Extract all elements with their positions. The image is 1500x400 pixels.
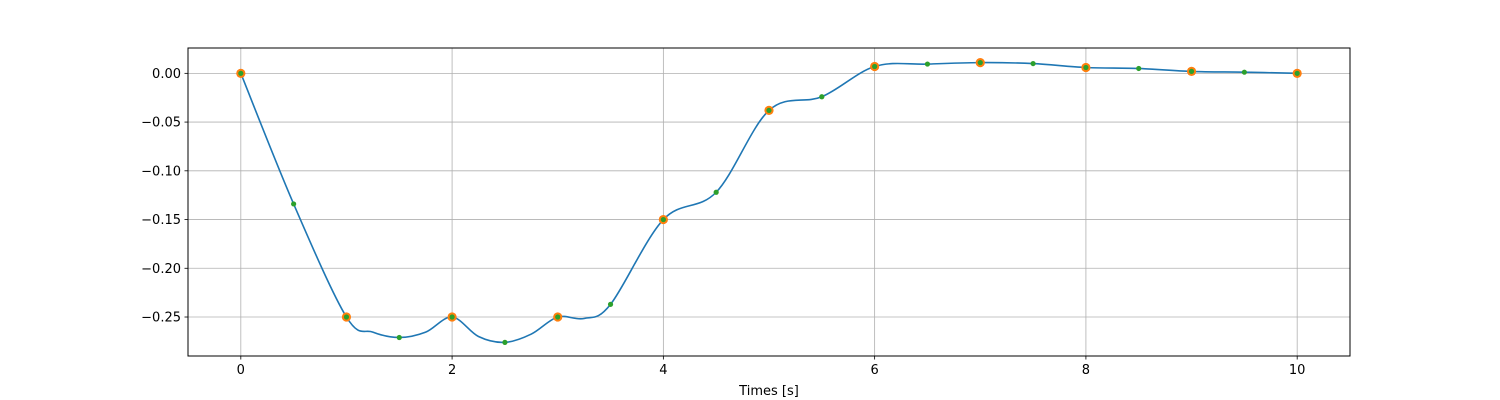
sample-point [924,61,931,67]
series-layer [236,58,1302,345]
y-tick-label: −0.25 [141,311,181,326]
sample-point [1136,65,1142,72]
series-line [240,61,1298,344]
x-tick-label: 6 [870,363,878,378]
sample-point [1294,70,1300,76]
sample-point [449,314,455,320]
y-tick-label: −0.15 [141,213,181,228]
sample-point [238,70,244,76]
y-tick-label: −0.10 [141,164,181,179]
sample-point [1188,68,1195,74]
grid [188,48,1350,356]
y-tick-label: −0.05 [141,116,181,131]
y-tick-label: −0.20 [141,262,181,277]
sample-point [291,201,297,207]
sample-point [713,189,719,195]
x-tick-label: 10 [1289,363,1306,378]
x-tick-label: 8 [1082,363,1090,378]
sample-point [819,94,825,100]
sample-point [766,107,772,113]
plot-frame [187,47,1351,357]
sample-point [977,60,983,66]
sample-point [1030,60,1036,67]
sample-point [502,339,508,345]
y-tick-label: 0.00 [152,67,181,82]
sample-point [660,216,666,223]
x-tick-label: 0 [237,363,245,378]
x-axis-label: Times [s] [738,384,799,399]
x-tick-label: 4 [659,363,667,378]
sample-point [607,301,614,307]
sample-point [343,314,350,320]
sample-point [396,334,402,341]
sample-point [555,314,561,320]
ticks: 0 2 4 6 8 10 0.00 −0.05 −0.10 −0.15 −0.20 −0.25 [141,67,1305,378]
sample-point [1083,64,1089,71]
sample-point [872,63,878,70]
x-tick-label: 2 [448,363,456,378]
sample-point [1241,69,1247,75]
